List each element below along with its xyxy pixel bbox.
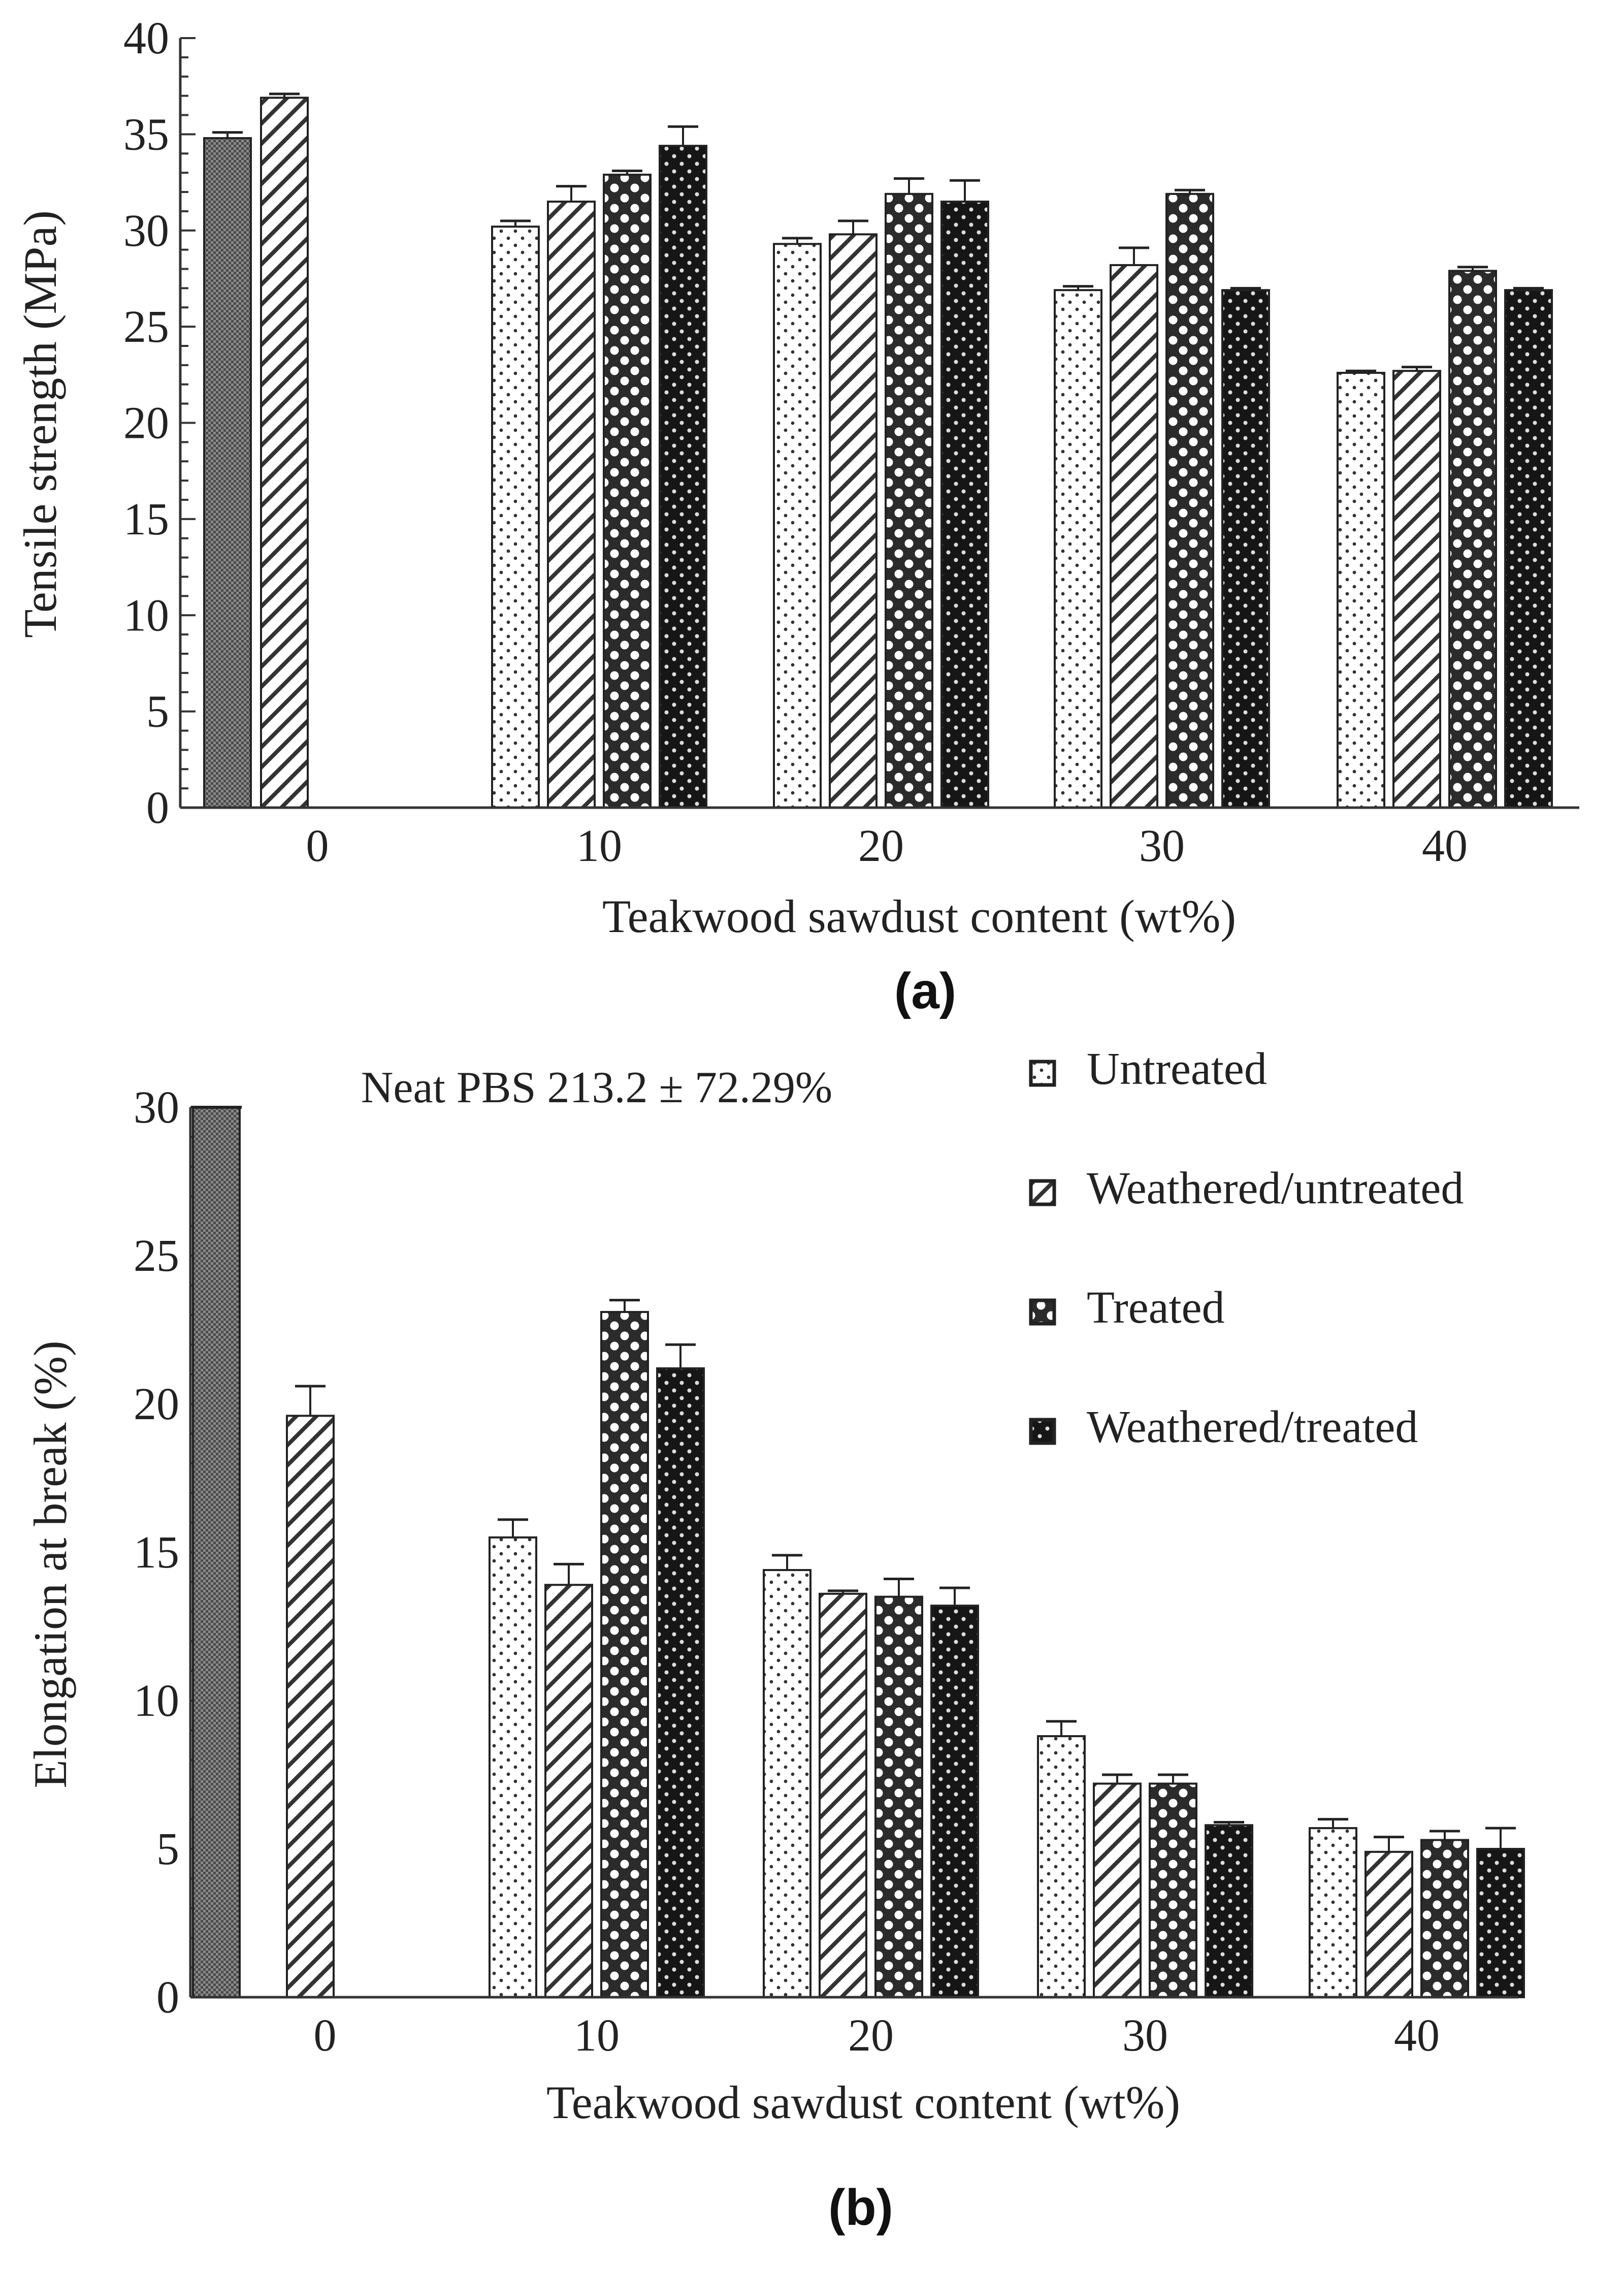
chart-a-bar-weathered-untreated-40 <box>1392 370 1441 809</box>
chart-b-y-tick-label: 25 <box>134 1231 179 1281</box>
chart-a-x-axis-label: Teakwood sawdust content (wt%) <box>602 890 1236 942</box>
chart-b-bar-weathered-untreated-40 <box>1365 1850 1413 1999</box>
chart-b-y-tick-labels: 0 5 10 15 20 25 30 <box>134 1082 179 2023</box>
chart-a-bar-weathered-treated-10 <box>659 145 707 809</box>
chart-b-y-axis-label: Elongation at break (%) <box>24 1340 76 1788</box>
chart-a-y-axis-label: Tensile strength (MPa) <box>14 210 66 638</box>
chart-b-legend: Untreated Weathered/untreated Treated Weath… <box>1029 1044 1464 1452</box>
chart-b-bar-weathered-untreated-30 <box>1093 1782 1142 1999</box>
chart-b-annotation: Neat PBS 213.2 ± 72.29% <box>361 1063 832 1112</box>
legend-swatch-weathered-treated <box>1029 1418 1056 1445</box>
chart-b-y-tick-label: 20 <box>134 1379 179 1429</box>
chart-a: 0 5 10 15 20 25 30 35 40 0 10 20 30 40 Tensile stren… <box>14 13 1579 1019</box>
chart-b-y-tick-label: 30 <box>134 1082 179 1133</box>
chart-b-bar-untreated-40 <box>1309 1827 1357 1999</box>
chart-a-bar-untreated-20 <box>773 243 822 809</box>
chart-a-bar-untreated-10 <box>491 226 540 809</box>
chart-a-error-bars <box>212 92 1544 373</box>
chart-b-bar-neat-pbs <box>192 1106 241 1998</box>
chart-b-bar-treated-40 <box>1420 1839 1469 1998</box>
chart-a-y-tick-labels: 0 5 10 15 20 25 30 35 40 <box>123 13 169 833</box>
chart-a-x-tick-label: 30 <box>1139 821 1185 871</box>
chart-a-y-tick-label: 30 <box>123 206 169 256</box>
chart-a-x-tick-labels: 0 10 20 30 40 <box>306 821 1468 871</box>
chart-b-y-tick-label: 0 <box>156 1972 179 2023</box>
chart-b-bar-weathered-treated-10 <box>656 1367 705 1998</box>
chart-a-bar-weathered-untreated-10 <box>547 200 596 809</box>
chart-b-bar-weathered-untreated-20 <box>819 1592 867 1998</box>
chart-b: 0 5 10 15 20 25 30 0 10 20 30 40 Elongation at bre… <box>24 1044 1525 2236</box>
chart-a-bar-weathered-treated-40 <box>1504 289 1553 809</box>
chart-a-x-tick-label: 0 <box>306 821 329 871</box>
chart-b-x-tick-label: 10 <box>574 2010 620 2061</box>
chart-b-bar-treated-20 <box>874 1595 923 1999</box>
chart-b-bar-untreated-30 <box>1037 1735 1086 1999</box>
chart-a-bar-treated-20 <box>885 193 933 809</box>
chart-b-x-tick-label: 30 <box>1122 2010 1168 2061</box>
chart-a-y-tick-label: 25 <box>123 302 169 352</box>
chart-b-bar-untreated-10 <box>489 1536 537 1999</box>
legend-label-treated: Treated <box>1087 1283 1225 1333</box>
chart-b-bar-weathered-treated-30 <box>1205 1824 1253 1999</box>
chart-a-panel-label: (a) <box>894 963 956 1019</box>
chart-a-bar-untreated-30 <box>1054 289 1102 809</box>
chart-a-bar-untreated-40 <box>1337 372 1385 809</box>
chart-a-bars <box>203 97 1553 809</box>
legend-label-untreated: Untreated <box>1087 1044 1267 1094</box>
chart-b-x-axis-label: Teakwood sawdust content (wt%) <box>546 2076 1180 2128</box>
legend-label-weathered-untreated: Weathered/untreated <box>1087 1163 1464 1213</box>
chart-a-y-tick-label: 35 <box>123 109 169 159</box>
chart-b-panel-label: (b) <box>828 2179 893 2236</box>
chart-b-error-bars <box>191 1106 1516 1852</box>
chart-b-x-tick-label: 0 <box>314 2010 337 2061</box>
chart-a-x-tick-label: 10 <box>576 821 622 871</box>
chart-b-bar-weathered-treated-20 <box>930 1605 979 1999</box>
chart-a-bar-weathered-untreated-20 <box>829 233 878 809</box>
chart-b-bar-untreated-20 <box>763 1569 811 1999</box>
chart-a-bar-weathered-untreated-30 <box>1110 264 1158 809</box>
chart-a-y-tick-label: 10 <box>123 590 169 641</box>
chart-b-bar-weathered-neat-pbs <box>286 1415 335 1999</box>
chart-a-bar-weathered-neat-pbs <box>260 97 309 809</box>
chart-b-y-tick-label: 10 <box>134 1676 179 1726</box>
chart-a-bar-weathered-treated-20 <box>940 200 989 809</box>
chart-b-bar-treated-10 <box>600 1310 649 1998</box>
chart-a-y-tick-label: 20 <box>123 398 169 449</box>
chart-b-bar-treated-30 <box>1149 1782 1197 1999</box>
legend-swatch-untreated <box>1029 1060 1056 1087</box>
chart-a-x-tick-label: 20 <box>858 821 904 871</box>
chart-a-bar-treated-30 <box>1165 193 1214 809</box>
chart-b-bars <box>192 1106 1525 1999</box>
chart-a-y-tick-label: 5 <box>146 687 169 737</box>
chart-b-y-tick-label: 5 <box>156 1824 179 1874</box>
chart-a-y-tick-label: 0 <box>146 783 169 833</box>
chart-a-y-tick-label: 15 <box>123 494 169 545</box>
legend-label-weathered-treated: Weathered/treated <box>1087 1402 1418 1452</box>
chart-b-x-tick-label: 40 <box>1394 2010 1440 2061</box>
legend-swatch-weathered-untreated <box>1029 1179 1056 1206</box>
chart-a-bar-treated-10 <box>603 173 652 809</box>
chart-a-grid-ticks <box>180 37 196 809</box>
chart-a-x-tick-label: 40 <box>1422 821 1468 871</box>
chart-a-bar-weathered-treated-30 <box>1221 289 1270 809</box>
chart-b-y-tick-label: 15 <box>134 1527 179 1578</box>
chart-a-bar-neat-pbs <box>203 137 252 809</box>
chart-a-y-tick-label: 40 <box>123 13 169 63</box>
chart-b-x-tick-labels: 0 10 20 30 40 <box>314 2010 1440 2061</box>
chart-b-bar-weathered-treated-40 <box>1476 1848 1525 1998</box>
chart-b-x-tick-label: 20 <box>848 2010 894 2061</box>
chart-b-bar-weathered-untreated-10 <box>544 1584 593 1998</box>
legend-swatch-treated <box>1029 1298 1056 1326</box>
chart-a-bar-treated-40 <box>1448 270 1497 809</box>
